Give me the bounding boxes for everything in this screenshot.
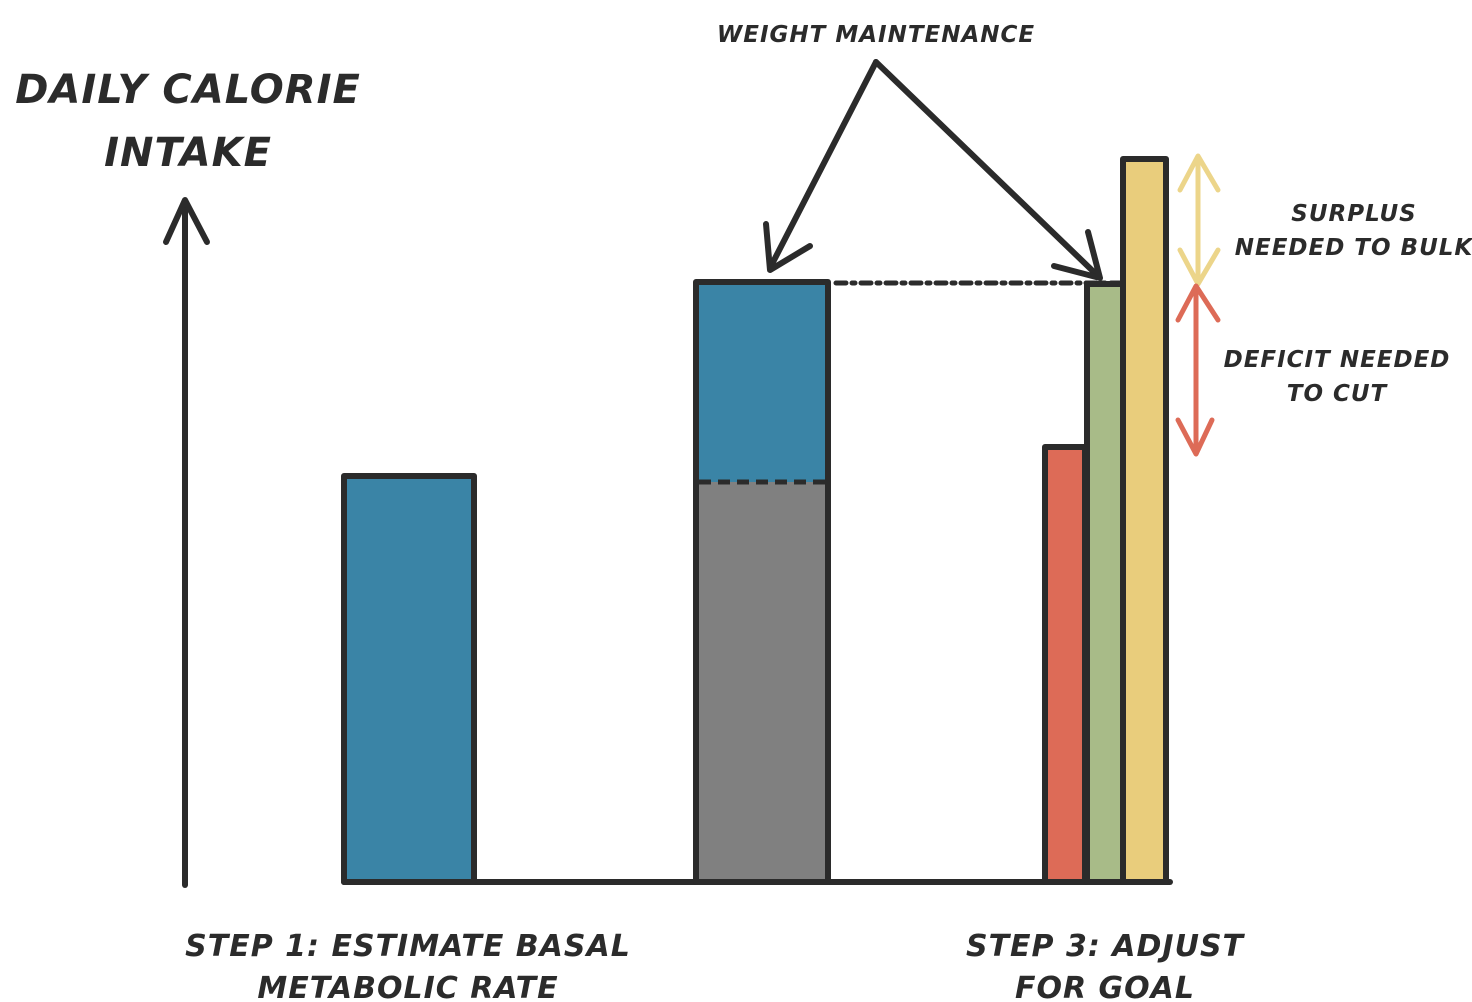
bmr-bar <box>344 476 474 882</box>
maintenance-bar <box>696 282 828 882</box>
surplus-label-line1: SURPLUS <box>1291 201 1416 227</box>
step1-caption-line1: STEP 1: ESTIMATE BASAL <box>185 929 631 964</box>
maintenance-label: WEIGHT MAINTENANCE <box>717 22 1035 48</box>
surplus-bar <box>1123 159 1166 882</box>
deficit-arrow <box>1178 286 1218 454</box>
deficit-bar <box>1045 447 1085 882</box>
surplus-arrow <box>1180 156 1218 284</box>
step3-caption-line1: STEP 3: ADJUST <box>966 929 1246 964</box>
step3-caption-line2: FOR GOAL <box>1015 971 1195 1002</box>
maintenance-arrow-right <box>876 62 1100 278</box>
activity-segment <box>696 482 828 882</box>
surplus-label-line2: NEEDED TO BULK <box>1235 235 1472 261</box>
axis-label-line2: INTAKE <box>104 130 272 176</box>
maintenance-arrow-left <box>766 62 876 270</box>
maintenance-goal-bar <box>1087 284 1123 882</box>
step1-caption-line2: METABOLIC RATE <box>257 971 558 1002</box>
deficit-label-line1: DEFICIT NEEDED <box>1224 347 1451 373</box>
y-axis-arrow <box>166 200 207 885</box>
axis-label-line1: DAILY CALORIE <box>15 67 361 113</box>
deficit-label-line2: TO CUT <box>1287 381 1389 407</box>
bmr-segment <box>696 282 828 482</box>
